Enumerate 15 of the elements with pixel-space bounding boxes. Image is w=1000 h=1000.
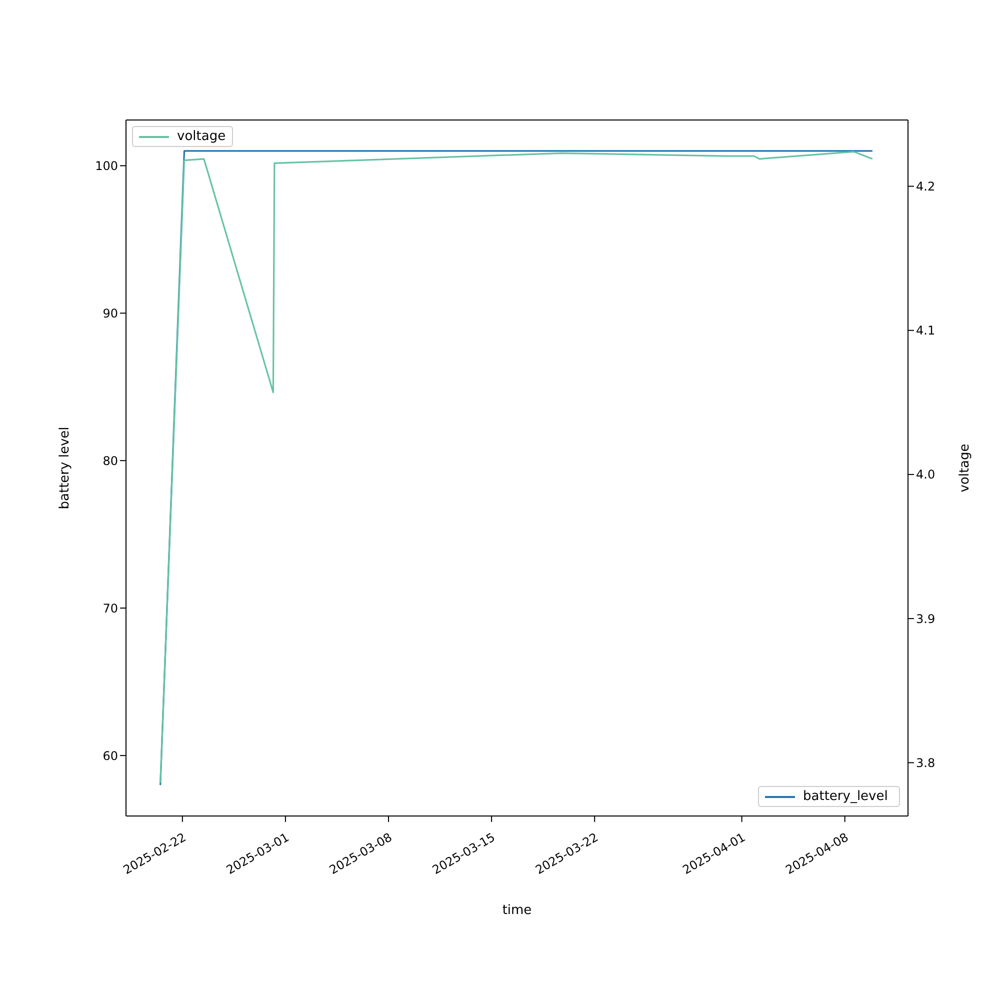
legend-label: voltage (177, 129, 226, 144)
y2-axis-title: voltage (958, 444, 973, 492)
x-axis-title: time (502, 903, 532, 918)
y2-tick-label: 3.9 (916, 612, 936, 626)
y2-tick-label: 4.1 (916, 324, 936, 338)
y2-tick-label: 4.0 (916, 468, 936, 482)
legend-label: battery_level (803, 789, 888, 804)
y-tick-label: 90 (102, 306, 118, 320)
y-tick-label: 60 (102, 748, 118, 763)
y2-tick-label: 3.8 (916, 756, 936, 770)
y-axis-title: battery level (58, 426, 73, 510)
y2-tick-label: 4.2 (916, 180, 936, 194)
y-tick-label: 80 (102, 454, 118, 468)
y-tick-label: 100 (95, 158, 118, 173)
y-tick-label: 70 (102, 601, 118, 616)
